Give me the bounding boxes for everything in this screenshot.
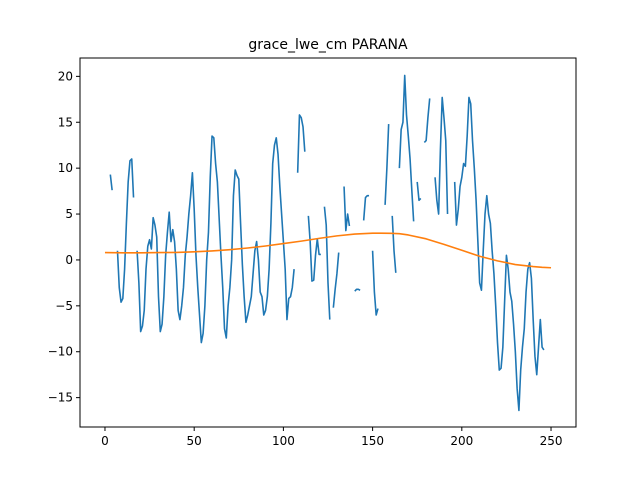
x-axis: 0 50 100 150 200 250 xyxy=(101,427,562,448)
plot-marks xyxy=(104,74,552,412)
y-tick-label: 10 xyxy=(58,161,73,175)
y-tick-label: −5 xyxy=(55,299,73,313)
y-tick-label: −10 xyxy=(48,345,73,359)
x-tick-label: 100 xyxy=(272,434,295,448)
y-tick-label: −15 xyxy=(48,391,73,405)
y-tick-label: 0 xyxy=(65,253,73,267)
x-tick-label: 50 xyxy=(187,434,202,448)
y-axis: −15 −10 −5 0 5 10 15 20 xyxy=(48,69,80,405)
x-tick-label: 150 xyxy=(361,434,384,448)
y-tick-label: 20 xyxy=(58,69,73,83)
series-line-0 xyxy=(109,74,545,412)
y-tick-label: 5 xyxy=(65,207,73,221)
x-tick-label: 0 xyxy=(101,434,109,448)
y-tick-label: 15 xyxy=(58,115,73,129)
series-line-1 xyxy=(104,232,552,269)
x-tick-label: 200 xyxy=(450,434,473,448)
x-tick-label: 250 xyxy=(540,434,563,448)
axes-frame xyxy=(79,57,577,428)
chart-title: grace_lwe_cm PARANA xyxy=(248,37,408,53)
